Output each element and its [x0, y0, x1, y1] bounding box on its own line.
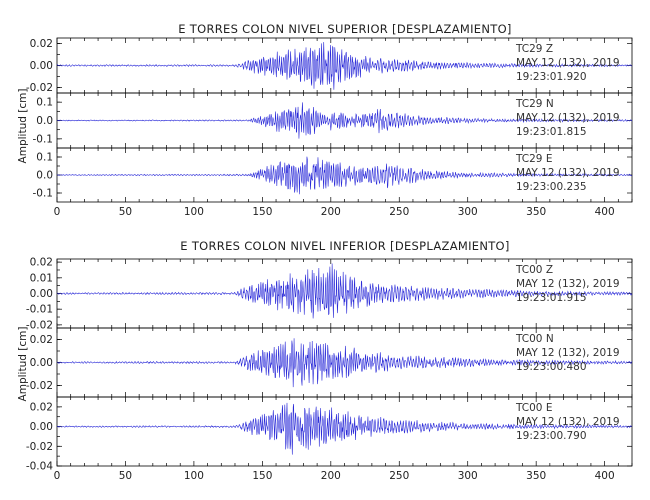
waveform-trace-5	[56, 402, 633, 455]
station-channel-label: TC00 Z	[515, 264, 553, 276]
waveform-trace-1	[56, 102, 633, 139]
x-tick-label: 100	[184, 206, 204, 218]
start-time-label: 19:23:00.235	[516, 181, 587, 193]
event-date-label: MAY 12 (132), 2019	[516, 278, 620, 290]
start-time-label: 19:23:00.480	[516, 361, 587, 373]
start-time-label: 19:23:01.815	[516, 126, 587, 138]
waveform-trace-2	[56, 156, 633, 195]
y-tick-label: 0.02	[30, 38, 53, 50]
y-tick-label: -0.02	[26, 441, 53, 453]
y-tick-label: -0.04	[26, 461, 53, 473]
start-time-label: 19:23:00.790	[516, 430, 587, 442]
waveform-trace-4	[56, 338, 633, 388]
waveform-trace-0	[56, 42, 633, 90]
y-tick-label: 0.1	[36, 152, 53, 164]
start-time-label: 19:23:01.915	[516, 292, 587, 304]
y-tick-label: 0.1	[36, 97, 53, 109]
y-tick-label: 0.0	[36, 115, 53, 127]
y-tick-label: -0.02	[26, 82, 53, 94]
start-time-label: 19:23:01.920	[516, 71, 587, 83]
y-tick-label: 0.00	[30, 288, 53, 300]
station-channel-label: TC00 E	[515, 402, 552, 414]
x-tick-label: 250	[389, 206, 409, 218]
upper-chart-title: E TORRES COLON NIVEL SUPERIOR [DESPLAZAM…	[178, 22, 511, 36]
upper-level-panel: E TORRES COLON NIVEL SUPERIOR [DESPLAZAM…	[17, 22, 633, 218]
y-tick-label: 0.02	[30, 334, 53, 346]
y-tick-label: -0.01	[26, 304, 53, 316]
x-tick-label: 300	[458, 206, 478, 218]
y-tick-label: -0.02	[26, 380, 53, 392]
event-date-label: MAY 12 (132), 2019	[516, 112, 620, 124]
x-tick-label: 350	[526, 206, 546, 218]
lower-level-panel: E TORRES COLON NIVEL INFERIOR [DESPLAZAM…	[17, 239, 633, 482]
lower-y-axis-label: Amplitud [cm]	[17, 327, 29, 402]
y-tick-label: 0.00	[30, 357, 53, 369]
x-tick-label: 200	[321, 470, 341, 482]
waveform-trace-3	[56, 263, 633, 319]
x-tick-label: 0	[54, 470, 61, 482]
x-tick-label: 150	[252, 206, 272, 218]
x-tick-label: 350	[526, 470, 546, 482]
y-tick-label: 0.02	[30, 401, 53, 413]
lower-chart-title: E TORRES COLON NIVEL INFERIOR [DESPLAZAM…	[180, 239, 509, 253]
x-tick-label: 50	[119, 470, 132, 482]
x-tick-label: 200	[321, 206, 341, 218]
y-tick-label: 0.0	[36, 170, 53, 182]
upper-y-axis-label: Amplitud [cm]	[17, 89, 29, 164]
y-tick-label: -0.1	[33, 133, 54, 145]
event-date-label: MAY 12 (132), 2019	[516, 57, 620, 69]
x-tick-label: 300	[458, 470, 478, 482]
x-tick-label: 400	[595, 470, 615, 482]
event-date-label: MAY 12 (132), 2019	[516, 347, 620, 359]
x-tick-label: 150	[252, 470, 272, 482]
station-channel-label: TC29 E	[515, 153, 552, 165]
y-tick-label: 0.01	[30, 272, 53, 284]
station-channel-label: TC29 N	[515, 98, 554, 110]
x-tick-label: 50	[119, 206, 132, 218]
y-tick-label: -0.1	[33, 188, 54, 200]
station-channel-label: TC00 N	[515, 333, 554, 345]
x-tick-label: 0	[54, 206, 61, 218]
x-tick-label: 400	[595, 206, 615, 218]
y-tick-label: 0.02	[30, 257, 53, 269]
event-date-label: MAY 12 (132), 2019	[516, 167, 620, 179]
x-tick-label: 100	[184, 470, 204, 482]
y-tick-label: 0.00	[30, 60, 53, 72]
x-tick-label: 250	[389, 470, 409, 482]
y-tick-label: -0.02	[26, 319, 53, 331]
y-tick-label: 0.00	[30, 421, 53, 433]
event-date-label: MAY 12 (132), 2019	[516, 416, 620, 428]
station-channel-label: TC29 Z	[515, 43, 553, 55]
